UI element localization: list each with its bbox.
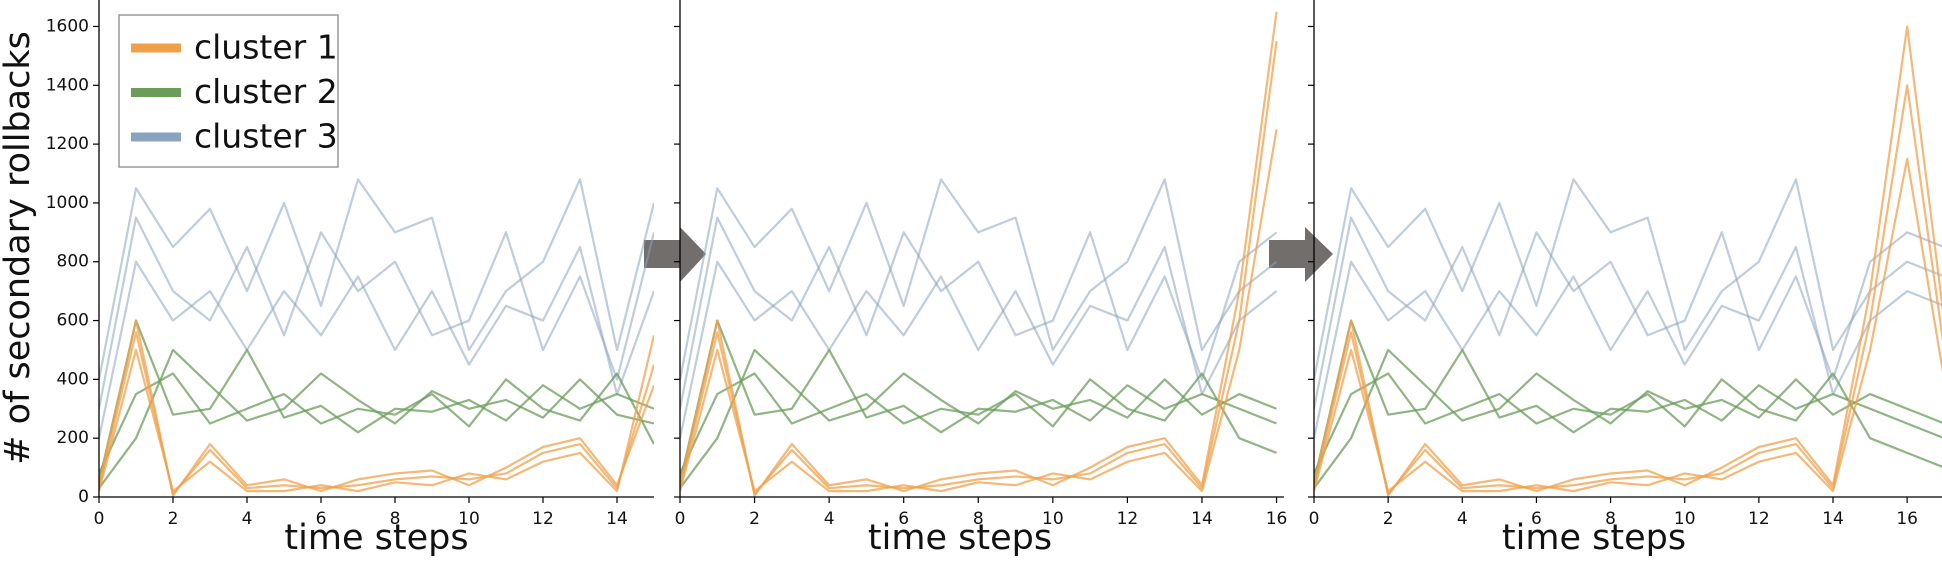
x-tick-label: 12 — [1117, 509, 1139, 529]
series-line — [680, 178, 1278, 380]
y-tick-label: 1600 — [46, 16, 89, 36]
y-tick-label: 0 — [78, 487, 89, 507]
series-line — [99, 331, 654, 496]
series-line — [1314, 157, 1942, 493]
x-tick-label: 4 — [824, 509, 835, 529]
x-tick-label: 2 — [168, 509, 179, 529]
x-tick-label: 4 — [1457, 509, 1468, 529]
series-line — [680, 216, 1278, 409]
legend-label: cluster 1 — [194, 28, 338, 67]
series-line — [680, 11, 1278, 497]
y-tick-label: 1400 — [46, 75, 89, 95]
x-tick-label: 6 — [316, 509, 327, 529]
series-line — [1314, 319, 1942, 483]
series-line — [680, 41, 1278, 496]
series-line — [1314, 84, 1942, 496]
series-line — [99, 178, 654, 380]
x-tick-label: 16 — [1896, 509, 1918, 529]
series-line — [1314, 245, 1942, 439]
x-tick-label: 8 — [973, 509, 984, 529]
x-tick-label: 10 — [1042, 509, 1064, 529]
plot-area — [99, 178, 654, 497]
arrow — [1269, 227, 1333, 282]
x-tick-label: 2 — [749, 509, 760, 529]
x-tick-label: 14 — [1822, 509, 1844, 529]
series-line — [680, 372, 1277, 474]
x-tick-label: 0 — [675, 509, 686, 529]
y-tick-label: 200 — [57, 428, 89, 448]
x-tick-label: 10 — [1674, 509, 1696, 529]
x-tick-label: 6 — [1531, 509, 1542, 529]
x-tick-label: 4 — [242, 509, 253, 529]
legend-label: cluster 2 — [194, 72, 338, 111]
x-tick-label: 10 — [458, 509, 480, 529]
x-tick-label: 14 — [1191, 509, 1213, 529]
series-line — [99, 216, 654, 409]
y-tick-label: 400 — [57, 369, 89, 389]
series-line — [1314, 372, 1942, 474]
series-line — [1314, 348, 1942, 489]
x-tick-label: 8 — [1605, 509, 1616, 529]
x-tick-label: 14 — [606, 509, 628, 529]
series-line — [99, 319, 654, 483]
x-axis-label: time steps — [868, 518, 1052, 558]
series-line — [99, 334, 654, 493]
x-tick-label: 0 — [1309, 509, 1320, 529]
plot-area — [680, 11, 1278, 497]
y-axis-label: # of secondary rollbacks — [0, 31, 38, 465]
y-tick-label: 600 — [57, 311, 89, 331]
series-line — [680, 348, 1277, 489]
series-line — [99, 348, 654, 489]
x-tick-label: 16 — [1266, 509, 1288, 529]
legend-label: cluster 3 — [194, 117, 338, 156]
x-tick-label: 2 — [1383, 509, 1394, 529]
series-line — [680, 129, 1278, 493]
x-axis-label: time steps — [284, 518, 468, 558]
series-line — [1314, 178, 1942, 380]
series-line — [680, 245, 1278, 439]
plot-area — [1314, 25, 1942, 497]
x-axis-label: time steps — [1502, 518, 1686, 558]
x-tick-label: 12 — [532, 509, 554, 529]
arrow — [644, 227, 706, 282]
x-tick-label: 12 — [1748, 509, 1770, 529]
x-tick-label: 0 — [94, 509, 105, 529]
y-tick-label: 1200 — [46, 134, 89, 154]
series-line — [1314, 216, 1942, 409]
series-line — [99, 319, 654, 497]
y-tick-label: 800 — [57, 252, 89, 272]
y-tick-label: 1000 — [46, 193, 89, 213]
x-tick-label: 6 — [898, 509, 909, 529]
series-line — [1314, 25, 1942, 497]
x-tick-label: 8 — [390, 509, 401, 529]
